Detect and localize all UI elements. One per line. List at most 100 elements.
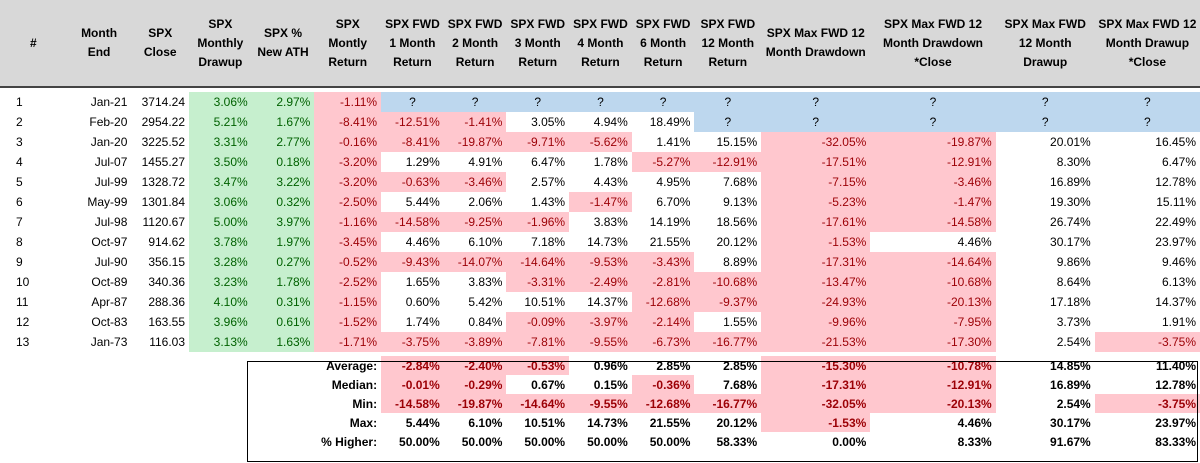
- table-cell[interactable]: -24.93%: [761, 292, 871, 312]
- table-cell[interactable]: -17.30%: [870, 332, 996, 352]
- table-cell[interactable]: -10.68%: [694, 272, 762, 292]
- header-cell[interactable]: SPX FWD 2 Month Return: [443, 0, 507, 88]
- table-cell[interactable]: 1.29%: [405, 155, 440, 169]
- table-cell[interactable]: 3714.24: [141, 95, 186, 109]
- table-cell[interactable]: 30.17%: [1050, 235, 1091, 249]
- summary-value[interactable]: -12.68%: [631, 394, 695, 413]
- table-cell[interactable]: -3.20%: [314, 172, 382, 192]
- table-cell[interactable]: 5.00%: [189, 212, 252, 232]
- summary-value[interactable]: 50.00%: [461, 434, 503, 449]
- table-cell[interactable]: 5.42%: [468, 295, 503, 309]
- table-cell[interactable]: 4.94%: [593, 115, 628, 129]
- table-cell[interactable]: 0.27%: [251, 252, 315, 272]
- table-cell[interactable]: Oct-89: [91, 275, 128, 289]
- table-cell[interactable]: -3.89%: [443, 332, 507, 352]
- table-cell[interactable]: -9.53%: [569, 252, 632, 272]
- table-cell[interactable]: 7.18%: [531, 235, 566, 249]
- table-cell[interactable]: Jul-90: [94, 255, 128, 269]
- table-cell[interactable]: 1.97%: [251, 232, 315, 252]
- table-cell[interactable]: -1.41%: [443, 112, 507, 132]
- table-cell[interactable]: 9.46%: [1161, 255, 1196, 269]
- table-cell[interactable]: 1.91%: [1161, 315, 1196, 329]
- row-number-cell[interactable]: 1: [16, 95, 23, 109]
- table-cell[interactable]: -9.37%: [694, 292, 762, 312]
- table-cell[interactable]: -5.27%: [631, 152, 695, 172]
- summary-value[interactable]: 50.00%: [399, 434, 440, 449]
- header-cell[interactable]: Month End: [66, 0, 132, 88]
- table-cell[interactable]: 3.06%: [189, 92, 252, 112]
- summary-value[interactable]: 16.89%: [1050, 377, 1091, 392]
- table-cell[interactable]: -9.96%: [761, 312, 871, 332]
- table-cell[interactable]: -1.53%: [761, 232, 871, 252]
- summary-value[interactable]: -0.53%: [506, 356, 570, 375]
- table-cell[interactable]: ?: [995, 112, 1095, 132]
- summary-value[interactable]: 50.00%: [587, 434, 628, 449]
- summary-value[interactable]: -14.58%: [381, 394, 444, 413]
- table-cell[interactable]: -1.47%: [870, 192, 996, 212]
- table-cell[interactable]: 0.60%: [405, 295, 440, 309]
- table-cell[interactable]: -1.11%: [314, 92, 382, 112]
- table-cell[interactable]: 18.49%: [649, 115, 691, 129]
- table-cell[interactable]: ?: [761, 112, 871, 132]
- summary-value[interactable]: -19.87%: [443, 394, 507, 413]
- table-cell[interactable]: -12.68%: [631, 292, 695, 312]
- table-cell[interactable]: 20.01%: [1050, 135, 1091, 149]
- table-cell[interactable]: 6.47%: [1161, 155, 1196, 169]
- table-cell[interactable]: 0.18%: [251, 152, 315, 172]
- table-cell[interactable]: 3.22%: [251, 172, 315, 192]
- table-cell[interactable]: 3.23%: [189, 272, 252, 292]
- table-cell[interactable]: 22.49%: [1155, 215, 1196, 229]
- table-cell[interactable]: Jul-99: [94, 175, 128, 189]
- table-cell[interactable]: 2.57%: [531, 175, 566, 189]
- table-cell[interactable]: ?: [1094, 112, 1200, 132]
- row-number-cell[interactable]: 10: [16, 275, 30, 289]
- row-number-cell[interactable]: 13: [16, 335, 30, 349]
- table-cell[interactable]: Jan-21: [90, 95, 128, 109]
- table-cell[interactable]: 3.73%: [1056, 315, 1091, 329]
- table-cell[interactable]: -7.95%: [870, 312, 996, 332]
- table-cell[interactable]: -1.52%: [314, 312, 382, 332]
- summary-value[interactable]: -14.64%: [506, 394, 570, 413]
- summary-value[interactable]: 6.10%: [468, 415, 503, 430]
- table-cell[interactable]: -7.81%: [506, 332, 570, 352]
- table-cell[interactable]: 1.63%: [251, 332, 315, 352]
- table-cell[interactable]: -2.49%: [569, 272, 632, 292]
- summary-value[interactable]: 14.73%: [587, 415, 628, 430]
- table-cell[interactable]: -16.77%: [694, 332, 762, 352]
- table-cell[interactable]: 2.97%: [251, 92, 315, 112]
- table-cell[interactable]: -12.91%: [694, 152, 762, 172]
- table-cell[interactable]: -21.53%: [761, 332, 871, 352]
- table-cell[interactable]: 3.28%: [189, 252, 252, 272]
- table-cell[interactable]: 15.15%: [716, 135, 758, 149]
- table-cell[interactable]: Apr-87: [91, 295, 128, 309]
- summary-value[interactable]: 58.33%: [716, 434, 758, 449]
- table-cell[interactable]: 15.11%: [1156, 195, 1196, 209]
- table-cell[interactable]: 2.06%: [468, 195, 503, 209]
- row-number-cell[interactable]: 2: [16, 115, 23, 129]
- table-cell[interactable]: 14.19%: [649, 215, 691, 229]
- summary-value[interactable]: -12.91%: [870, 375, 996, 394]
- table-cell[interactable]: ?: [694, 112, 762, 132]
- table-cell[interactable]: -3.75%: [1094, 332, 1200, 352]
- table-cell[interactable]: 3.31%: [189, 132, 252, 152]
- table-cell[interactable]: 19.30%: [1050, 195, 1091, 209]
- summary-value[interactable]: -32.05%: [761, 394, 871, 413]
- table-cell[interactable]: Jan-20: [90, 135, 128, 149]
- table-cell[interactable]: 914.62: [148, 235, 186, 249]
- header-cell[interactable]: SPX Max FWD 12 Month Drawup: [995, 0, 1095, 88]
- table-cell[interactable]: -14.07%: [443, 252, 507, 272]
- table-cell[interactable]: 3.96%: [189, 312, 252, 332]
- table-cell[interactable]: -3.46%: [443, 172, 507, 192]
- table-cell[interactable]: ?: [870, 112, 996, 132]
- table-cell[interactable]: -9.25%: [443, 212, 507, 232]
- table-cell[interactable]: 17.18%: [1050, 295, 1091, 309]
- table-cell[interactable]: ?: [381, 92, 444, 112]
- table-cell[interactable]: -8.41%: [381, 132, 444, 152]
- table-cell[interactable]: 1.78%: [251, 272, 315, 292]
- table-cell[interactable]: -19.87%: [870, 132, 996, 152]
- table-cell[interactable]: 14.73%: [587, 235, 628, 249]
- table-cell[interactable]: -1.16%: [314, 212, 382, 232]
- header-cell[interactable]: SPX FWD 1 Month Return: [381, 0, 444, 88]
- table-cell[interactable]: 1.43%: [531, 195, 566, 209]
- table-cell[interactable]: Oct-83: [91, 315, 128, 329]
